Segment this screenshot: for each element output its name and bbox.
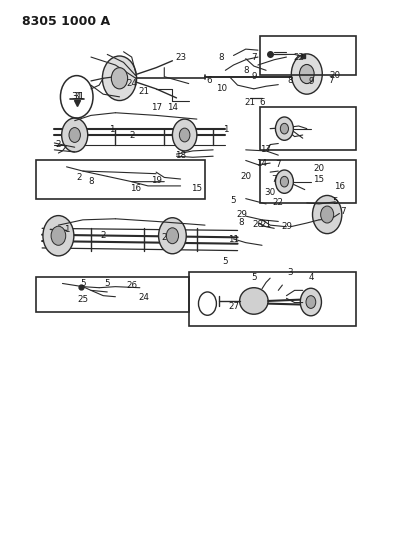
Text: 8: 8 [287, 76, 292, 85]
Text: 24: 24 [126, 79, 137, 88]
Circle shape [172, 119, 196, 151]
Text: 8305 1000 A: 8305 1000 A [22, 14, 110, 28]
Text: 21: 21 [138, 87, 149, 96]
Text: 22: 22 [272, 198, 283, 207]
Circle shape [280, 123, 288, 134]
Text: 7: 7 [328, 76, 333, 85]
Text: 20: 20 [313, 164, 324, 173]
Text: 9: 9 [308, 77, 313, 86]
Text: 7: 7 [250, 53, 256, 62]
Text: 2: 2 [56, 140, 61, 149]
Circle shape [111, 68, 127, 89]
Text: 18: 18 [175, 151, 186, 160]
Text: 6: 6 [258, 98, 264, 107]
Text: 20: 20 [240, 172, 251, 181]
Text: 14: 14 [166, 103, 178, 112]
Circle shape [275, 170, 293, 193]
Text: 27: 27 [227, 302, 238, 311]
Text: 4: 4 [308, 272, 313, 281]
Bar [188, 272, 355, 326]
Text: 8: 8 [238, 218, 244, 227]
Text: 5: 5 [104, 279, 110, 288]
Text: 15: 15 [191, 184, 202, 193]
Circle shape [299, 64, 313, 84]
Circle shape [69, 127, 80, 142]
Text: 5: 5 [222, 257, 228, 265]
Text: 8: 8 [218, 53, 224, 62]
Text: 17: 17 [260, 146, 271, 155]
Text: 7: 7 [271, 174, 276, 183]
Circle shape [51, 226, 65, 245]
Text: 20: 20 [329, 71, 340, 80]
Text: 19: 19 [150, 176, 161, 185]
Text: 7: 7 [275, 160, 281, 168]
Text: 16: 16 [130, 184, 141, 193]
Text: 5: 5 [80, 279, 85, 288]
Bar [259, 36, 355, 75]
Text: 23: 23 [175, 53, 186, 62]
Text: 9: 9 [250, 72, 256, 81]
Circle shape [61, 118, 88, 152]
Text: 31: 31 [71, 92, 82, 101]
Circle shape [312, 196, 341, 233]
Text: 2: 2 [100, 231, 106, 240]
Text: 21: 21 [260, 220, 271, 229]
Circle shape [280, 176, 288, 187]
Text: 5: 5 [332, 197, 337, 206]
Text: 26: 26 [126, 280, 137, 289]
Text: 8: 8 [88, 177, 94, 186]
Text: 31: 31 [73, 92, 84, 101]
Text: 1: 1 [222, 125, 227, 134]
Circle shape [43, 216, 74, 256]
Text: 16: 16 [333, 182, 344, 191]
Text: 1: 1 [108, 125, 114, 134]
Text: 2: 2 [161, 233, 166, 242]
Text: 29: 29 [280, 222, 291, 231]
Text: 28: 28 [252, 220, 263, 229]
Text: 15: 15 [313, 174, 324, 183]
Text: 17: 17 [150, 103, 161, 112]
Bar [36, 160, 204, 199]
Text: 7: 7 [340, 207, 346, 216]
Text: 8: 8 [242, 66, 248, 75]
Text: 6: 6 [206, 76, 211, 85]
Circle shape [320, 206, 333, 223]
Text: 2: 2 [76, 173, 81, 182]
Text: 10: 10 [215, 84, 226, 93]
Circle shape [305, 296, 315, 309]
Text: 3: 3 [287, 268, 292, 277]
Circle shape [299, 288, 321, 316]
Circle shape [166, 228, 178, 244]
Bar [259, 108, 355, 150]
Circle shape [102, 56, 136, 101]
Text: 29: 29 [236, 210, 247, 219]
Ellipse shape [239, 288, 267, 314]
Text: 21: 21 [244, 98, 255, 107]
Text: 5: 5 [230, 196, 236, 205]
Text: 24: 24 [138, 293, 149, 302]
Text: 14: 14 [256, 159, 267, 167]
Text: 2: 2 [129, 131, 134, 140]
Text: 22: 22 [292, 53, 303, 62]
Bar [36, 277, 188, 312]
Text: 11: 11 [227, 236, 238, 245]
Circle shape [291, 54, 321, 94]
Circle shape [179, 128, 189, 142]
Circle shape [158, 217, 186, 254]
Text: 1: 1 [64, 225, 69, 234]
Text: 25: 25 [77, 295, 88, 304]
Text: 5: 5 [250, 272, 256, 281]
Bar [259, 160, 355, 203]
Text: 30: 30 [264, 188, 275, 197]
Circle shape [275, 117, 293, 140]
